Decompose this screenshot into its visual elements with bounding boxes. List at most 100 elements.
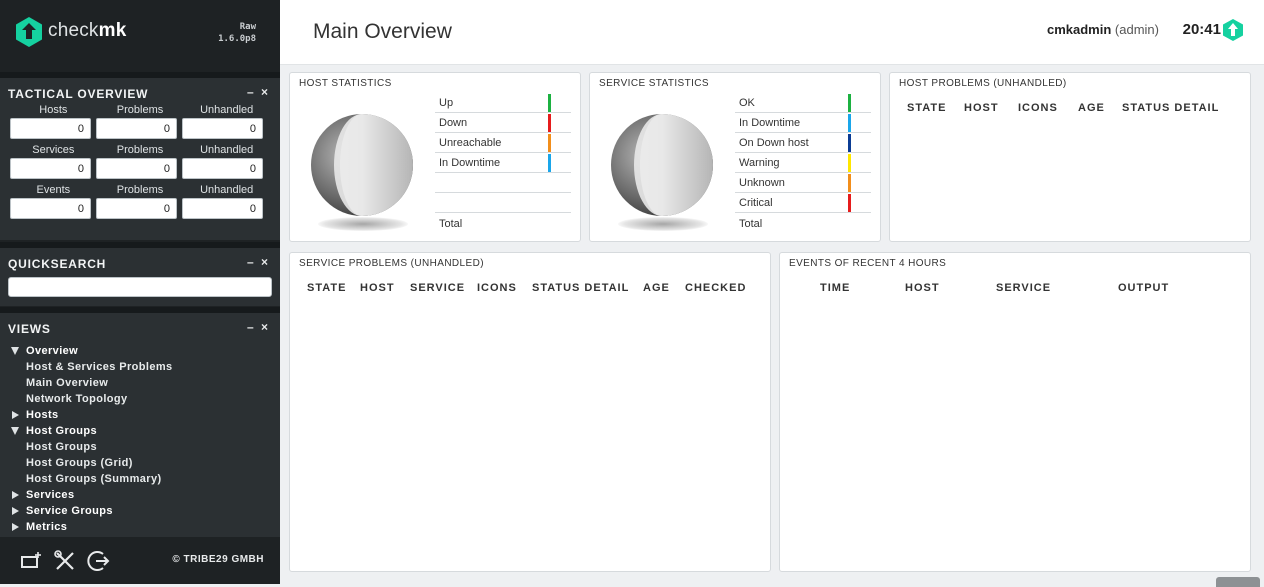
column-header[interactable]: ICONS: [477, 282, 517, 294]
column-header[interactable]: SERVICE: [996, 282, 1052, 294]
events-problems-count[interactable]: 0: [96, 198, 177, 219]
column-header[interactable]: STATUS DETAIL: [1122, 102, 1220, 114]
column-header[interactable]: HOST: [964, 102, 999, 114]
checkmk-icon[interactable]: [1222, 19, 1244, 41]
add-snapin-icon[interactable]: [19, 548, 45, 574]
label: Unhandled: [200, 184, 254, 196]
view-link[interactable]: Host Groups (Grid): [26, 457, 133, 469]
collapse-triangle-icon[interactable]: [12, 507, 19, 515]
checkmk-logo-icon[interactable]: [16, 17, 42, 47]
page-title: Main Overview: [313, 20, 452, 43]
dashlet-title: SERVICE STATISTICS: [599, 78, 709, 89]
folder-services[interactable]: Services: [10, 487, 280, 503]
snapin-title[interactable]: TACTICAL OVERVIEW: [8, 87, 149, 101]
column-header[interactable]: TIME: [820, 282, 851, 294]
host-stats-globe-icon[interactable]: [310, 113, 414, 217]
quicksearch-input[interactable]: [8, 277, 272, 297]
services-count[interactable]: 0: [10, 158, 91, 179]
folder-overview[interactable]: Overview: [10, 343, 280, 359]
column-header[interactable]: ICONS: [1018, 102, 1058, 114]
dashlet-title: EVENTS OF RECENT 4 HOURS: [789, 258, 947, 269]
services-problems-count[interactable]: 0: [96, 158, 177, 179]
brand-name[interactable]: checkmk: [48, 20, 127, 41]
collapse-triangle-icon[interactable]: [12, 411, 19, 419]
snapin-controls[interactable]: – ×: [246, 320, 270, 334]
hosts-problems-count[interactable]: 0: [96, 118, 177, 139]
expand-triangle-icon[interactable]: [11, 427, 19, 435]
column-header[interactable]: STATUS DETAIL: [532, 282, 630, 294]
column-header[interactable]: STATE: [907, 102, 947, 114]
folder-hosts[interactable]: Hosts: [10, 407, 280, 423]
view-link[interactable]: Main Overview: [26, 377, 109, 389]
table-header: STATE HOST SERVICE ICONS STATUS DETAIL A…: [307, 282, 746, 294]
events-count[interactable]: 0: [10, 198, 91, 219]
total-label: Total: [439, 218, 463, 230]
hosts-unhandled-count[interactable]: 0: [182, 118, 263, 139]
stat-row-down[interactable]: Down: [435, 113, 571, 133]
snapin-title[interactable]: VIEWS: [8, 322, 51, 336]
scrollbar-handle[interactable]: [1216, 577, 1260, 587]
label: Unhandled: [200, 144, 254, 156]
snapin-header: VIEWS – ×: [0, 307, 280, 341]
stat-row-ok[interactable]: OK: [735, 93, 871, 113]
folder-metrics[interactable]: Metrics: [10, 519, 280, 535]
label: Hosts: [39, 104, 68, 116]
folder-host-groups[interactable]: Host Groups: [10, 423, 280, 439]
view-link[interactable]: Host & Services Problems: [26, 361, 173, 373]
stat-row-warning[interactable]: Warning: [735, 153, 871, 173]
stat-row-critical[interactable]: Critical: [735, 193, 871, 213]
tactical-header-row: Events Problems Unhandled: [10, 184, 270, 198]
tactical-overview-snapin: TACTICAL OVERVIEW – × Hosts Problems Unh…: [0, 72, 280, 240]
globe-shadow: [318, 217, 408, 231]
total-label: Total: [739, 218, 763, 230]
column-header[interactable]: SERVICE: [410, 282, 466, 294]
hosts-count[interactable]: 0: [10, 118, 91, 139]
logout-icon[interactable]: [86, 548, 112, 574]
service-problems-dashlet: SERVICE PROBLEMS (UNHANDLED) STATE HOST …: [289, 252, 771, 572]
tactical-grid: Hosts Problems Unhandled 0 0 0 Services …: [10, 104, 270, 224]
services-unhandled-count[interactable]: 0: [182, 158, 263, 179]
column-header[interactable]: OUTPUT: [1118, 282, 1170, 294]
snapin-header: TACTICAL OVERVIEW – ×: [0, 72, 280, 106]
globe-shadow: [618, 217, 708, 231]
stat-row-unknown[interactable]: Unknown: [735, 173, 871, 193]
column-header[interactable]: STATE: [307, 282, 347, 294]
tools-icon[interactable]: [52, 548, 78, 574]
collapse-triangle-icon[interactable]: [12, 523, 19, 531]
quicksearch-snapin: QUICKSEARCH – ×: [0, 242, 280, 306]
header-bar: Main Overview cmkadmin (admin) 20:41: [280, 0, 1264, 65]
expand-triangle-icon[interactable]: [11, 347, 19, 355]
label: Services: [32, 144, 75, 156]
tactical-header-row: Services Problems Unhandled: [10, 144, 270, 158]
views-list: Overview Host & Services Problems Main O…: [10, 343, 280, 535]
column-header[interactable]: HOST: [360, 282, 395, 294]
stat-row-in-downtime[interactable]: In Downtime: [735, 113, 871, 133]
folder-service-groups[interactable]: Service Groups: [10, 503, 280, 519]
column-header[interactable]: AGE: [1078, 102, 1105, 114]
collapse-triangle-icon[interactable]: [12, 491, 19, 499]
view-link[interactable]: Host Groups: [26, 441, 98, 453]
view-link[interactable]: Host Groups (Summary): [26, 473, 162, 485]
column-header[interactable]: HOST: [905, 282, 940, 294]
snapin-controls[interactable]: – ×: [246, 85, 270, 99]
view-link[interactable]: Network Topology: [26, 393, 128, 405]
service-stats-globe-icon[interactable]: [610, 113, 714, 217]
stat-row-on-down-host[interactable]: On Down host: [735, 133, 871, 153]
label: Problems: [116, 144, 164, 156]
column-header[interactable]: CHECKED: [685, 282, 747, 294]
username: cmkadmin: [1046, 22, 1112, 37]
sidebar-footer: © TRIBE29 GMBH: [0, 538, 280, 584]
user-info[interactable]: cmkadmin (admin): [1047, 22, 1159, 37]
label: Problems: [116, 104, 164, 116]
clock: 20:41: [1182, 21, 1221, 38]
sidebar: checkmk Raw 1.6.0p8 TACTICAL OVERVIEW – …: [0, 0, 280, 584]
snapin-title[interactable]: QUICKSEARCH: [8, 257, 107, 271]
stat-row-up[interactable]: Up: [435, 93, 571, 113]
dashlet-title: HOST STATISTICS: [299, 78, 392, 89]
events-unhandled-count[interactable]: 0: [182, 198, 263, 219]
stat-row-unreachable[interactable]: Unreachable: [435, 133, 571, 153]
stat-row-in-downtime[interactable]: In Downtime: [435, 153, 571, 173]
snapin-controls[interactable]: – ×: [246, 255, 270, 269]
copyright-text[interactable]: © TRIBE29 GMBH: [172, 554, 264, 565]
column-header[interactable]: AGE: [643, 282, 670, 294]
